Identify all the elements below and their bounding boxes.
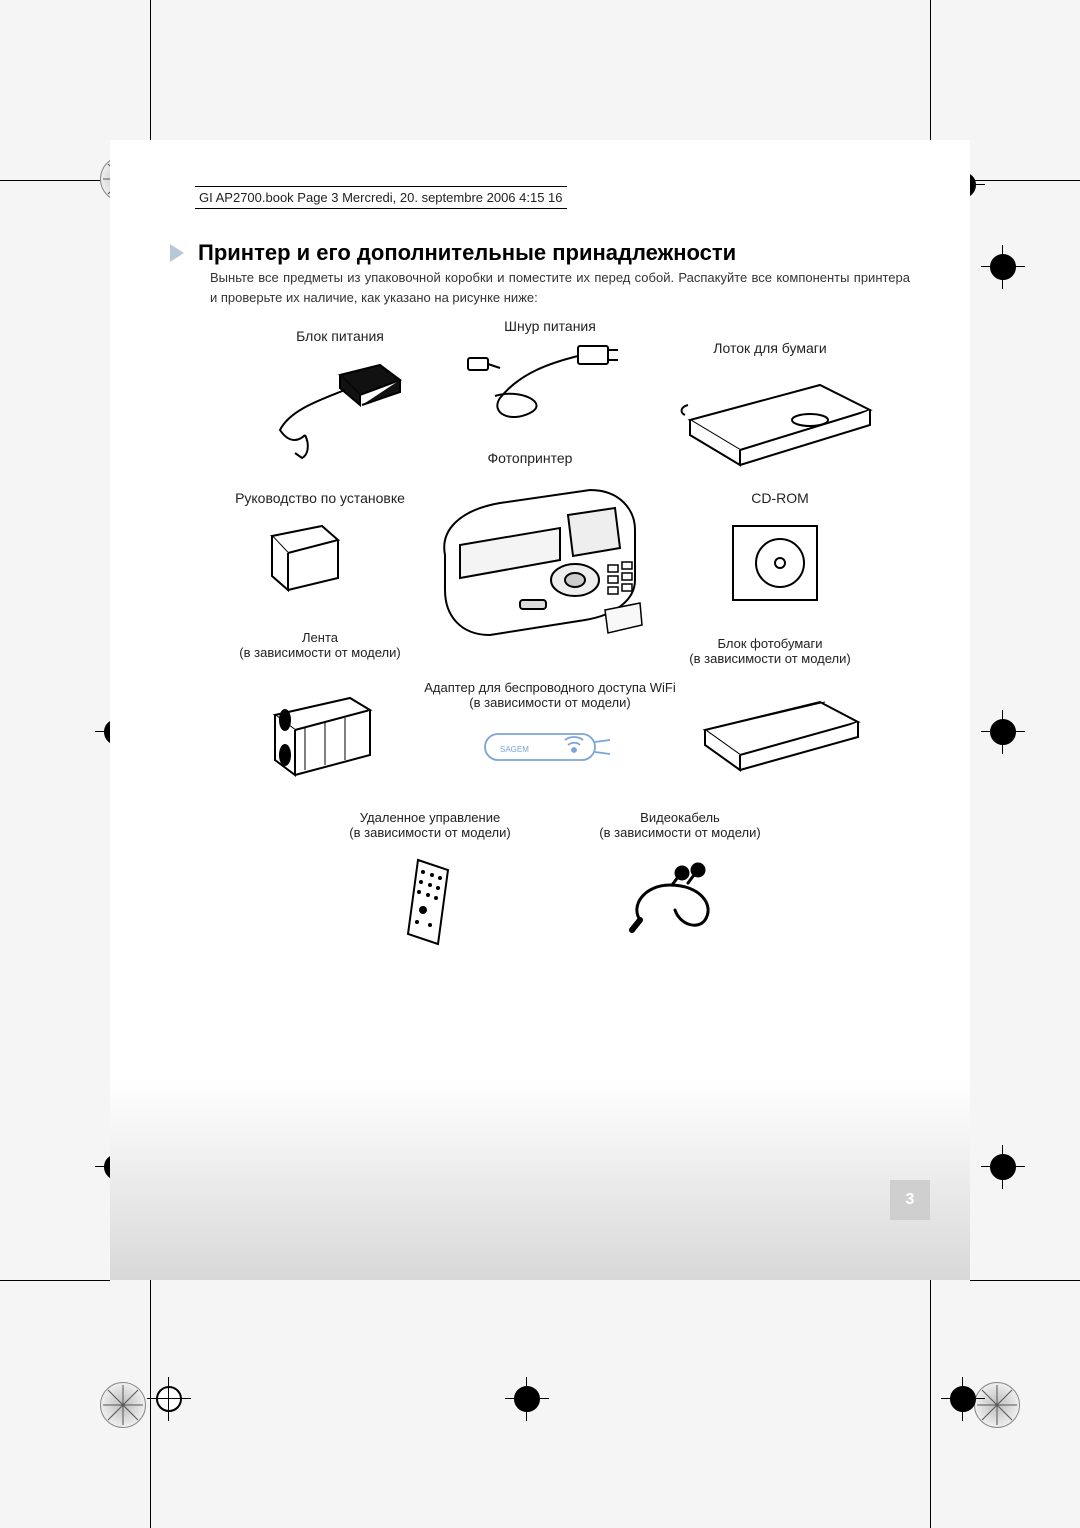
label-photopaper: Блок фотобумаги (в зависимости от модели…: [650, 636, 890, 666]
label-power-cord: Шнур питания: [470, 318, 630, 334]
registration-mark-icon: [986, 250, 1020, 284]
label-paper-tray: Лоток для бумаги: [670, 340, 870, 356]
crop-line: [930, 1280, 931, 1528]
illustration-power-block: [250, 350, 420, 470]
registration-star-icon: [100, 1382, 146, 1428]
label-remote-line1: Удаленное управление: [360, 810, 500, 825]
illustration-paper-tray: [670, 365, 880, 475]
illustration-photoprinter: [410, 470, 670, 650]
label-wifi: Адаптер для беспроводного доступа WiFi (…: [390, 680, 710, 710]
page-title: Принтер и его дополнительные принадлежно…: [198, 240, 736, 266]
title-row: Принтер и его дополнительные принадлежно…: [170, 240, 736, 266]
label-power-block: Блок питания: [260, 328, 420, 344]
illustration-power-cord: [460, 338, 620, 438]
crop-line: [970, 1280, 1080, 1281]
label-ribbon-line2: (в зависимости от модели): [239, 645, 400, 660]
illustration-wifi-adapter: SAGEM: [470, 722, 620, 772]
header-filename: GI AP2700.book Page 3 Mercredi, 20. sept…: [195, 186, 567, 209]
label-photopaper-line1: Блок фотобумаги: [717, 636, 822, 651]
registration-mark-icon: [946, 1382, 980, 1416]
page-content: 3 GI AP2700.book Page 3 Mercredi, 20. se…: [110, 140, 970, 1280]
label-remote-line2: (в зависимости от модели): [349, 825, 510, 840]
registration-mark-icon: [986, 715, 1020, 749]
registration-star-icon: [974, 1382, 1020, 1428]
registration-mark-icon: [986, 1150, 1020, 1184]
registration-mark-icon: [510, 1382, 544, 1416]
label-install-guide: Руководство по установке: [200, 490, 440, 506]
illustration-ribbon: [250, 680, 390, 790]
label-cdrom: CD-ROM: [700, 490, 860, 506]
crop-line: [0, 1280, 110, 1281]
illustration-cdrom: [725, 518, 825, 608]
svg-text:SAGEM: SAGEM: [500, 745, 529, 754]
page-number-text: 3: [906, 1191, 915, 1209]
label-video-line2: (в зависимости от модели): [599, 825, 760, 840]
label-photoprinter: Фотопринтер: [450, 450, 610, 466]
crop-line: [150, 1280, 151, 1528]
label-wifi-line2: (в зависимости от модели): [469, 695, 630, 710]
page-footer-gradient: [110, 1080, 970, 1280]
label-remote: Удаленное управление (в зависимости от м…: [310, 810, 550, 840]
intro-paragraph: Выньте все предметы из упаковочной короб…: [210, 268, 910, 307]
crop-line: [150, 0, 151, 140]
illustration-install-guide: [260, 518, 350, 598]
arrow-right-icon: [170, 244, 184, 262]
registration-mark-icon: [152, 1382, 186, 1416]
label-video: Видеокабель (в зависимости от модели): [570, 810, 790, 840]
illustration-remote: [390, 852, 470, 952]
label-ribbon: Лента (в зависимости от модели): [210, 630, 430, 660]
label-wifi-line1: Адаптер для беспроводного доступа WiFi: [424, 680, 676, 695]
label-ribbon-line1: Лента: [302, 630, 338, 645]
crop-line: [930, 0, 931, 140]
page-number: 3: [890, 1180, 930, 1220]
illustration-video-cable: [620, 855, 740, 945]
illustration-photopaper: [690, 690, 870, 780]
crop-line: [970, 180, 1080, 181]
label-video-line1: Видеокабель: [640, 810, 720, 825]
label-photopaper-line2: (в зависимости от модели): [689, 651, 850, 666]
crop-line: [0, 180, 110, 181]
